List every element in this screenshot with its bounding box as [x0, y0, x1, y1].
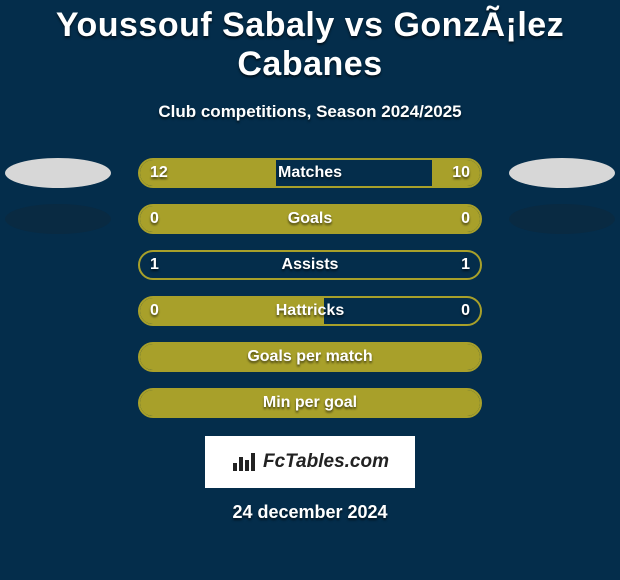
stat-value-left: 1 [150, 252, 159, 278]
stat-bar-fill-left [140, 344, 480, 370]
stat-bar: 00Goals [138, 204, 482, 234]
stat-bar: Min per goal [138, 388, 482, 418]
page-subtitle: Club competitions, Season 2024/2025 [0, 102, 620, 122]
stat-row: 1210Matches [0, 150, 620, 196]
stat-bar-fill-right [432, 160, 480, 186]
player-marker-right [509, 204, 615, 234]
player-marker-right [509, 158, 615, 188]
chart-icon [231, 451, 259, 473]
stat-bar-fill-left [140, 206, 310, 232]
stat-label: Assists [140, 252, 480, 278]
stat-bar-fill-left [140, 390, 480, 416]
stat-value-right: 1 [461, 252, 470, 278]
stat-row: Min per goal [0, 380, 620, 426]
stat-bar: 1210Matches [138, 158, 482, 188]
stat-row: 00Hattricks [0, 288, 620, 334]
stat-bar-fill-left [140, 160, 276, 186]
player-marker-left [5, 158, 111, 188]
stat-bar: 00Hattricks [138, 296, 482, 326]
logo-text: FcTables.com [263, 451, 389, 473]
page-title: Youssouf Sabaly vs GonzÃ¡lez Cabanes [0, 6, 620, 84]
stat-bar-fill-right [310, 206, 480, 232]
stat-row: 1 1Assists [0, 242, 620, 288]
player-marker-left [5, 204, 111, 234]
stat-row: Goals per match [0, 334, 620, 380]
stats-rows: 1210Matches 00Goals 1 1Assists 00Hattricks Go… [0, 150, 620, 426]
stat-value-right: 0 [461, 298, 470, 324]
logo-badge[interactable]: FcTables.com [205, 436, 415, 488]
stat-bar: Goals per match [138, 342, 482, 372]
stat-bar-fill-left [140, 298, 324, 324]
comparison-card: Youssouf Sabaly vs GonzÃ¡lez Cabanes Clu… [0, 0, 620, 580]
date-label: 24 december 2024 [0, 502, 620, 523]
stat-bar: 1 1Assists [138, 250, 482, 280]
stat-row: 00Goals [0, 196, 620, 242]
